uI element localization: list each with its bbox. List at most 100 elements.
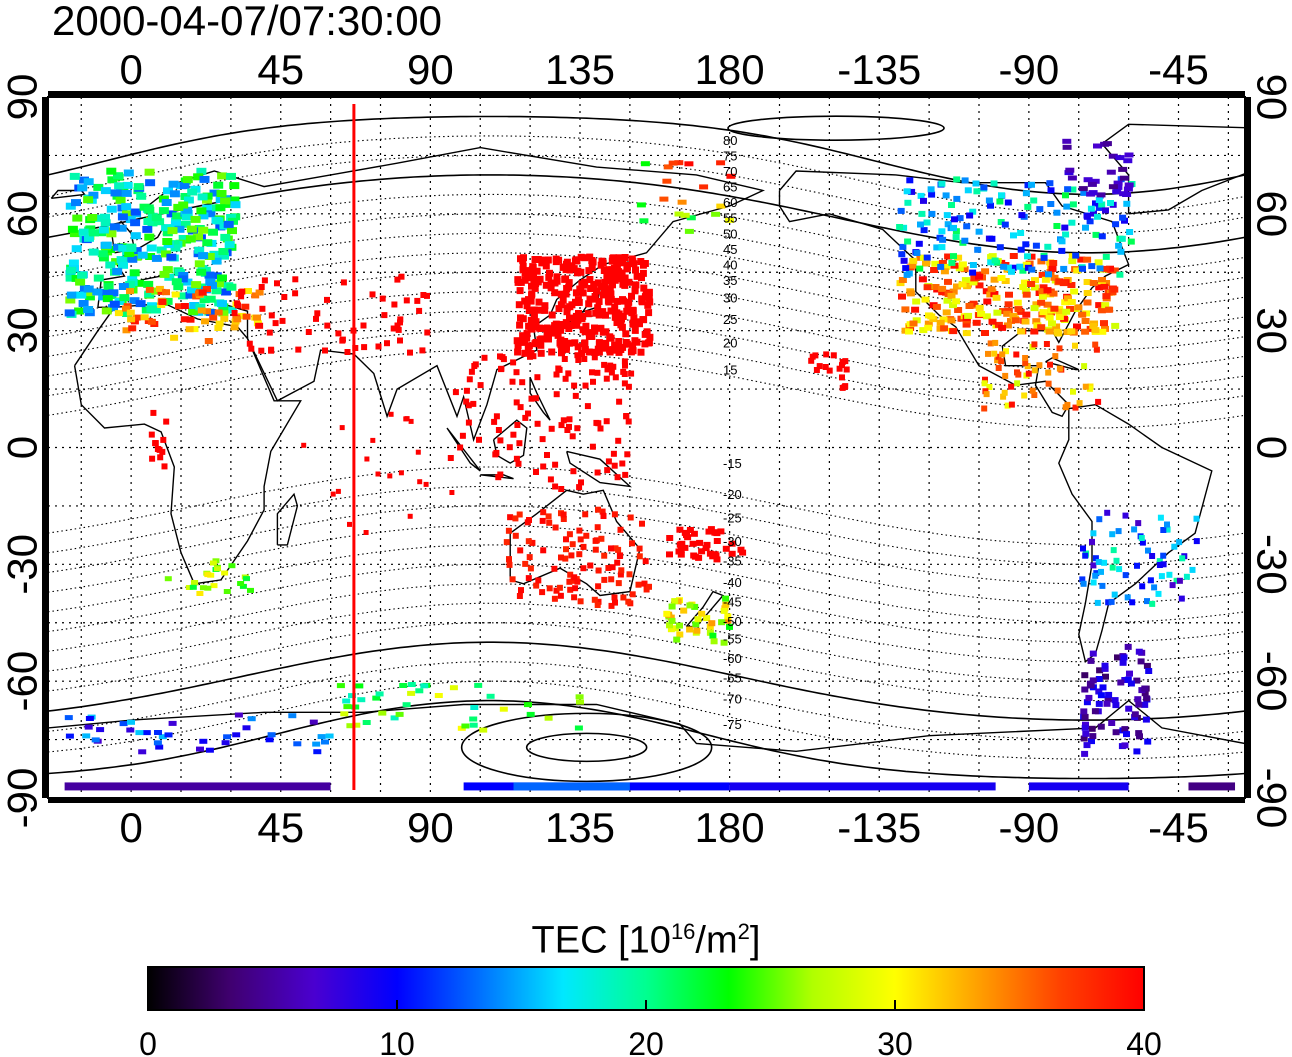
tec-cell — [375, 691, 384, 697]
tec-cell — [519, 379, 526, 386]
tec-cell — [644, 301, 652, 309]
tec-cell — [987, 254, 996, 261]
tec-cell — [581, 339, 589, 347]
tec-cell — [330, 491, 336, 497]
tec-cell — [147, 318, 156, 325]
tec-cell — [726, 173, 736, 179]
tec-cell — [143, 218, 154, 225]
tec-cell — [244, 288, 252, 294]
tec-cell — [340, 279, 347, 286]
tec-cell — [898, 277, 907, 283]
tec-cell — [991, 350, 998, 357]
tec-cell — [1005, 291, 1013, 298]
tec-cell — [1149, 553, 1156, 559]
tec-cell — [600, 267, 608, 274]
tec-cell — [548, 311, 556, 319]
tec-cell — [532, 318, 540, 326]
tec-cell — [628, 309, 636, 317]
tec-cell — [822, 364, 829, 370]
tec-cell — [148, 431, 155, 438]
tec-cell — [163, 187, 173, 195]
left-tick-label: 60 — [0, 190, 46, 237]
tec-cell — [253, 314, 261, 321]
tec-cell — [206, 309, 217, 316]
tec-cell — [595, 420, 602, 427]
tec-cell — [214, 566, 221, 572]
tec-cell — [705, 528, 713, 535]
tec-cell — [928, 191, 936, 198]
tec-cell — [991, 257, 999, 264]
tec-cell — [160, 436, 167, 443]
tec-cell — [1003, 310, 1012, 317]
tec-cell — [1082, 383, 1089, 390]
tec-cell — [938, 180, 946, 187]
tec-cell — [1090, 530, 1097, 537]
tec-cell — [1139, 539, 1146, 546]
tec-cell — [1145, 668, 1153, 674]
tec-cell — [898, 251, 906, 258]
tec-cell — [226, 214, 237, 221]
tec-cell — [594, 369, 601, 376]
tec-cell — [1073, 323, 1081, 330]
tec-cell — [944, 253, 953, 260]
tec-cell — [463, 398, 470, 405]
tec-cell — [725, 217, 734, 223]
colorbar-tick-label: 20 — [628, 1026, 664, 1057]
tec-cell — [621, 274, 629, 282]
tec-cell — [553, 277, 561, 285]
tec-cell — [1087, 205, 1095, 212]
tec-cell — [896, 224, 904, 230]
right-tick-label: -30 — [1249, 534, 1292, 595]
tec-cell — [103, 282, 114, 290]
tec-cell — [952, 298, 961, 305]
tec-cell — [717, 528, 725, 535]
tec-cell — [101, 241, 112, 249]
tec-cell — [1089, 650, 1097, 657]
tec-cell — [69, 172, 80, 180]
tec-cell — [830, 352, 837, 359]
tec-cell — [398, 273, 405, 280]
tec-cell — [215, 204, 226, 212]
tec-cell — [982, 376, 988, 383]
tec-cell — [1062, 404, 1069, 411]
tec-cell — [134, 279, 145, 287]
tec-cell — [615, 338, 623, 345]
tec-cell — [161, 199, 172, 206]
tec-cell — [574, 343, 582, 351]
tec-cell — [607, 290, 615, 298]
tec-cell — [906, 177, 914, 184]
tec-cell — [506, 444, 513, 451]
tec-cell — [633, 272, 641, 280]
tec-cell — [1124, 676, 1132, 683]
tec-cell — [720, 607, 728, 614]
tec-cell — [574, 578, 581, 585]
tec-cell — [466, 376, 473, 383]
tec-cell — [593, 537, 600, 544]
tec-cell — [639, 269, 647, 277]
contour-label: 70 — [723, 164, 737, 179]
tec-cell — [1111, 591, 1118, 598]
tec-cell — [1004, 307, 1013, 314]
tec-cell — [513, 369, 520, 376]
tec-cell — [157, 454, 164, 461]
tec-cell — [211, 257, 222, 265]
tec-cell — [928, 210, 936, 217]
tec-cell — [1001, 389, 1008, 396]
tec-cell — [990, 276, 999, 283]
tec-cell — [65, 274, 76, 282]
tec-cell — [121, 189, 132, 197]
tec-cell — [360, 322, 367, 329]
tec-cell — [539, 436, 546, 443]
plot-frame — [47, 96, 1246, 799]
tec-cell — [718, 619, 726, 626]
tec-cell — [402, 702, 411, 708]
tec-cell — [1111, 697, 1119, 704]
tec-cell — [621, 380, 628, 387]
tec-cell — [553, 273, 561, 281]
tec-cell — [404, 416, 410, 422]
tec-cell — [1144, 738, 1152, 745]
tec-cell — [607, 295, 615, 303]
tec-cell — [153, 740, 162, 746]
tec-cell — [171, 217, 181, 225]
tec-cell — [1096, 192, 1106, 198]
